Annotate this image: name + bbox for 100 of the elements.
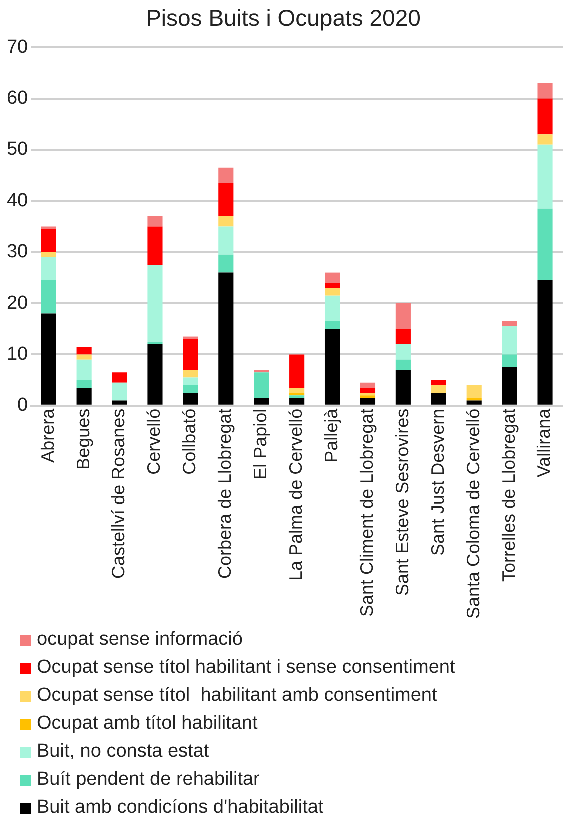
legend-label: Ocupat amb títol habilitant	[37, 713, 258, 735]
bar	[324, 288, 340, 296]
bar	[41, 280, 56, 314]
y-tick-label: 50	[6, 139, 28, 160]
bar	[324, 296, 340, 322]
bar	[431, 393, 446, 405]
bar	[360, 382, 376, 388]
bar	[502, 326, 518, 355]
x-tick-label: Vallirana	[534, 408, 554, 478]
legend-label: Ocupat sense títol habilitant amb consentiment	[37, 685, 438, 707]
legend-label: Ocupat sense títol habilitant i sense consentiment	[37, 657, 456, 679]
bar	[360, 393, 376, 396]
y-tick-label: 10	[6, 344, 28, 365]
bar	[41, 314, 56, 405]
bar	[148, 226, 163, 266]
bar	[183, 336, 198, 340]
bar	[76, 380, 92, 388]
bar	[396, 344, 411, 360]
bar	[290, 393, 305, 396]
bar	[218, 216, 234, 227]
bar	[538, 208, 553, 280]
bar	[148, 265, 163, 342]
bar	[360, 388, 376, 394]
bar	[396, 360, 411, 370]
bar	[324, 329, 340, 405]
bar	[290, 388, 305, 394]
x-tick-label: Pallejà	[321, 408, 342, 463]
bar	[254, 398, 270, 405]
bar	[218, 226, 234, 255]
bar	[112, 372, 128, 383]
bar	[502, 368, 518, 405]
bar	[431, 385, 446, 394]
bar	[148, 342, 163, 344]
bar	[538, 83, 553, 99]
bar	[218, 272, 234, 405]
x-tick-label: Sant Climent de Llobregat	[356, 408, 377, 618]
x-tick-label: Castellví de Rosanes	[108, 408, 129, 579]
y-tick-label: 70	[6, 36, 28, 58]
x-tick-label: Sant Esteve Sesrovires	[392, 408, 412, 596]
x-tick-label: Cervelló	[144, 408, 164, 475]
bar	[290, 396, 305, 398]
bar	[183, 378, 198, 386]
bar	[76, 354, 92, 360]
bar	[254, 372, 270, 398]
bar	[218, 254, 234, 273]
legend-label: ocupat sense informació	[37, 629, 243, 651]
y-tick-label: 30	[6, 242, 28, 263]
y-tick-label: 40	[6, 190, 28, 212]
bar	[396, 304, 411, 330]
bar	[360, 396, 376, 398]
x-tick-label: Collbató	[180, 408, 200, 475]
x-tick-label: El Papiol	[250, 408, 271, 480]
bar	[112, 400, 128, 405]
bar	[76, 388, 92, 405]
x-tick-label: Begues	[73, 408, 94, 470]
y-tick-label: 20	[6, 292, 28, 314]
bar	[538, 98, 553, 135]
x-tick-label: Torrelles de Llobregat	[498, 408, 519, 582]
y-tick-label: 0	[18, 395, 28, 416]
bar	[502, 354, 518, 368]
bar	[538, 144, 553, 209]
x-tick-label: Corbera de Llobregat	[215, 408, 236, 580]
legend-label: Buit amb condicíons d'habitabilitat	[37, 797, 324, 819]
bar	[466, 400, 482, 405]
bar	[254, 370, 270, 373]
bar	[183, 370, 198, 378]
bar	[148, 344, 163, 405]
bar	[183, 393, 198, 405]
bar	[218, 168, 234, 184]
y-tick-label: 60	[6, 88, 28, 110]
x-tick-label: Sant Just Desvern	[428, 408, 448, 556]
bar	[360, 398, 376, 405]
bar	[112, 382, 128, 401]
bar	[41, 257, 56, 280]
bar	[290, 398, 305, 405]
chart-title: Pisos Buits i Ocupats 2020	[146, 5, 421, 32]
bar	[396, 329, 411, 344]
bar	[41, 252, 56, 258]
bar	[396, 370, 411, 405]
bar	[41, 226, 56, 230]
bar	[183, 339, 198, 370]
bar	[538, 134, 553, 145]
bar	[76, 347, 92, 355]
x-tick-label: Abrera	[38, 408, 58, 463]
bar	[466, 398, 482, 401]
legend-label: Buít pendent de rehabilitar	[37, 769, 260, 791]
bar	[466, 385, 482, 398]
x-tick-label: La Palma de Cervelló	[286, 408, 306, 581]
bar	[41, 229, 56, 252]
legend-label: Buit, no consta estat	[37, 741, 210, 763]
bar	[148, 216, 163, 227]
bar	[324, 321, 340, 330]
bar	[183, 385, 198, 394]
x-tick-label: Santa Coloma de Cervelló	[463, 408, 484, 620]
bar	[290, 354, 305, 388]
bar	[324, 283, 340, 288]
bar	[502, 321, 518, 327]
bar	[324, 272, 340, 284]
bar	[538, 280, 553, 405]
bar	[431, 380, 446, 386]
